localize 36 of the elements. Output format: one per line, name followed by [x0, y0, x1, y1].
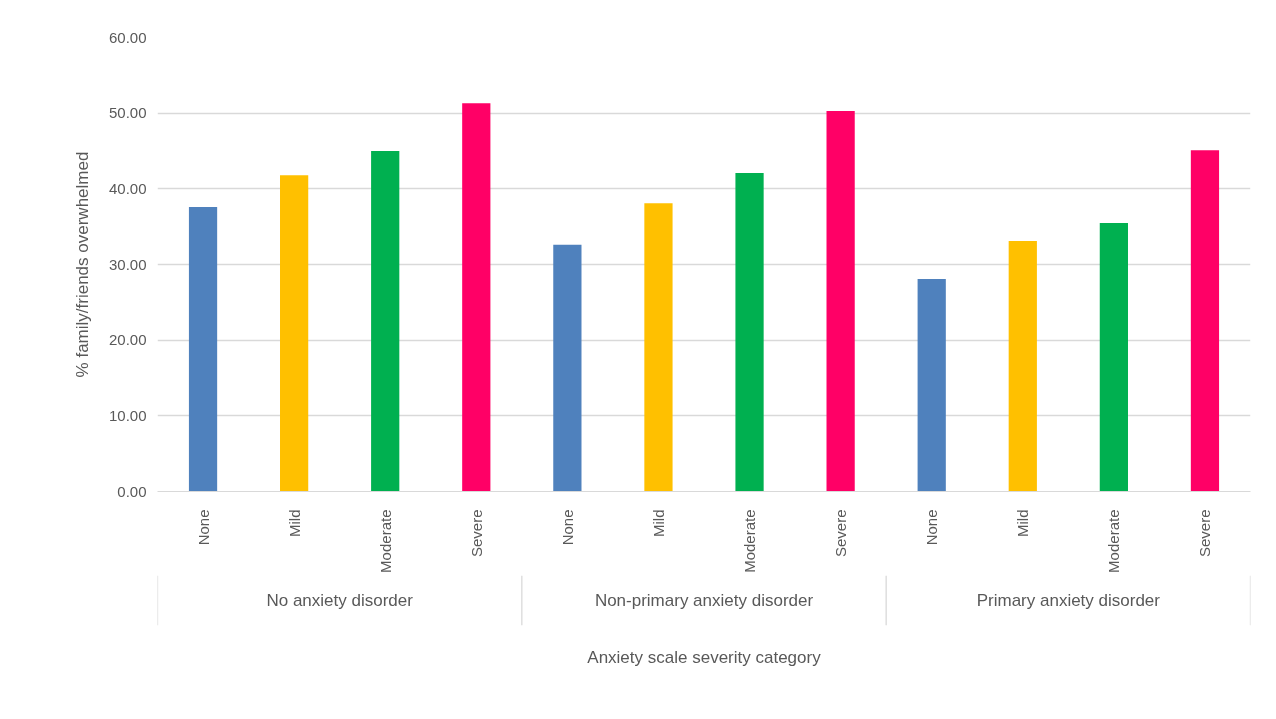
x-tick-label: Severe [832, 509, 850, 558]
y-tick-label: 40.00 [108, 179, 147, 197]
x-tick-label: Moderate [376, 509, 394, 573]
x-tick-label: None [923, 509, 941, 546]
x-tick-label: None [194, 509, 212, 546]
x-tick-label: None [558, 509, 576, 546]
bar [917, 278, 946, 492]
x-tick-label: Severe [467, 509, 485, 558]
bar [371, 151, 400, 492]
y-axis-title: % family/friends overwhelmed [72, 151, 92, 378]
bar [735, 172, 764, 492]
bar [644, 203, 673, 492]
x-tick-label: Mild [649, 509, 667, 537]
x-tick-label: Moderate [741, 509, 759, 573]
bar [462, 103, 491, 492]
x-tick-label: Severe [1196, 509, 1214, 558]
y-tick-label: 10.00 [108, 406, 147, 424]
bar [1008, 241, 1037, 492]
text: Non-primary anxiety disorder [594, 591, 814, 610]
bar [553, 244, 582, 492]
bar [1099, 222, 1128, 492]
x-tick-label: Mild [1014, 509, 1032, 537]
y-tick-label: 20.00 [108, 331, 147, 349]
text: No anxiety disorder [266, 591, 414, 610]
bar [826, 110, 855, 492]
y-tick-label: 60.00 [108, 28, 147, 46]
bar [188, 206, 218, 492]
x-tick-label: Mild [285, 509, 303, 537]
bar [280, 175, 309, 492]
y-tick-label: 50.00 [108, 104, 147, 122]
y-tick-label: 30.00 [108, 255, 147, 273]
bar [1190, 150, 1220, 492]
x-tick-label: Moderate [1105, 509, 1123, 573]
x-axis-title: Anxiety scale severity category [587, 647, 822, 667]
text: Primary anxiety disorder [976, 591, 1161, 610]
y-tick-label: 0.00 [117, 482, 147, 500]
